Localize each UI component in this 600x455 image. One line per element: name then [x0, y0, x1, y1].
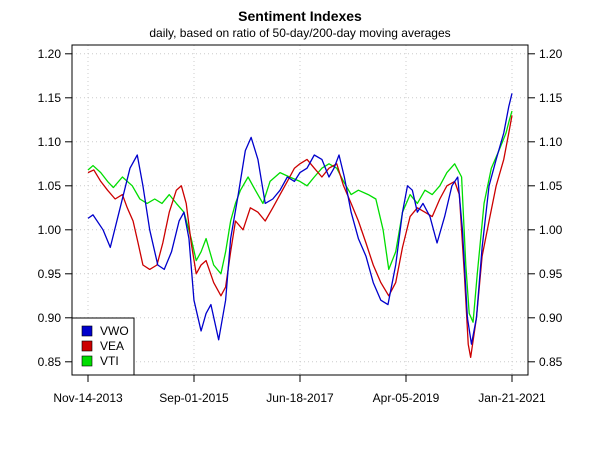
- legend-label-vwo: VWO: [100, 324, 129, 338]
- y-tick-label-left: 1.00: [38, 223, 62, 237]
- series-line-vti: [87, 110, 513, 323]
- legend-swatch-vea: [81, 340, 93, 352]
- y-tick-label-right: 1.15: [539, 91, 563, 105]
- y-tick-label-right: 1.10: [539, 135, 563, 149]
- y-tick-label-right: 1.00: [539, 223, 563, 237]
- axes: Nov-14-2013 Sep-01-2015 Jun-18-2017 Apr-05-…: [38, 47, 563, 405]
- y-tick-label-left: 0.90: [38, 311, 62, 325]
- x-tick-label: Apr-05-2019: [373, 391, 440, 405]
- x-tick-label: Jun-18-2017: [266, 391, 334, 405]
- y-tick-label-right: 0.85: [539, 355, 563, 369]
- series-lines: [87, 93, 513, 359]
- x-tick-label: Jan-21-2021: [478, 391, 546, 405]
- legend-swatch-vwo: [81, 325, 93, 337]
- y-tick-label-right: 1.05: [539, 179, 563, 193]
- y-tick-label-left: 1.05: [38, 179, 62, 193]
- grid-lines: [72, 45, 528, 375]
- y-tick-label-left: 1.10: [38, 135, 62, 149]
- series-line-vwo: [87, 93, 513, 345]
- chart-title: Sentiment Indexes: [238, 8, 362, 24]
- legend-label-vti: VTI: [100, 354, 119, 368]
- x-tick-label: Nov-14-2013: [53, 391, 123, 405]
- x-tick-label: Sep-01-2015: [159, 391, 229, 405]
- legend-label-vea: VEA: [100, 339, 124, 353]
- y-tick-label-right: 0.95: [539, 267, 563, 281]
- legend-swatch-vti: [81, 355, 93, 367]
- y-tick-label-right: 0.90: [539, 311, 563, 325]
- y-tick-label-left: 1.20: [38, 47, 62, 61]
- y-tick-label-right: 1.20: [539, 47, 563, 61]
- chart-subtitle: daily, based on ratio of 50-day/200-day …: [149, 26, 450, 40]
- y-tick-label-left: 1.15: [38, 91, 62, 105]
- y-tick-label-left: 0.95: [38, 267, 62, 281]
- y-tick-label-left: 0.85: [38, 355, 62, 369]
